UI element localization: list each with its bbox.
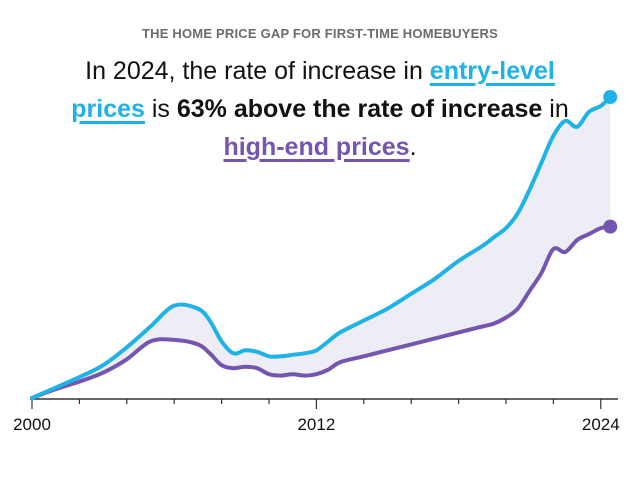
x-tick-label: 2012 <box>297 415 335 434</box>
headline-text-2: is <box>144 95 177 123</box>
gap-area <box>32 97 611 398</box>
chart-headline: In 2024, the rate of increase in entry-l… <box>60 52 580 166</box>
chart-kicker: THE HOME PRICE GAP FOR FIRST-TIME HOMEBU… <box>142 26 498 41</box>
series-line-entry-level <box>30 95 613 400</box>
x-axis-tick-labels: 2000 2012 2024 <box>13 415 620 434</box>
series-line-high-end <box>30 224 613 400</box>
headline-text-1: In 2024, the rate of increase in <box>85 57 430 85</box>
x-axis-ticks <box>31 399 602 409</box>
headline-emphasis: 63% above the rate of increase <box>176 95 543 123</box>
end-point-high-end <box>603 219 618 234</box>
headline-text-3: in <box>542 95 569 123</box>
entry-level-label: entry-level prices <box>71 57 555 123</box>
x-tick-label: 2000 <box>13 415 51 434</box>
high-end-label: high-end prices <box>223 133 410 161</box>
end-point-entry-level <box>603 90 618 105</box>
headline-text-4: . <box>409 133 417 161</box>
x-tick-label: 2024 <box>582 415 620 434</box>
